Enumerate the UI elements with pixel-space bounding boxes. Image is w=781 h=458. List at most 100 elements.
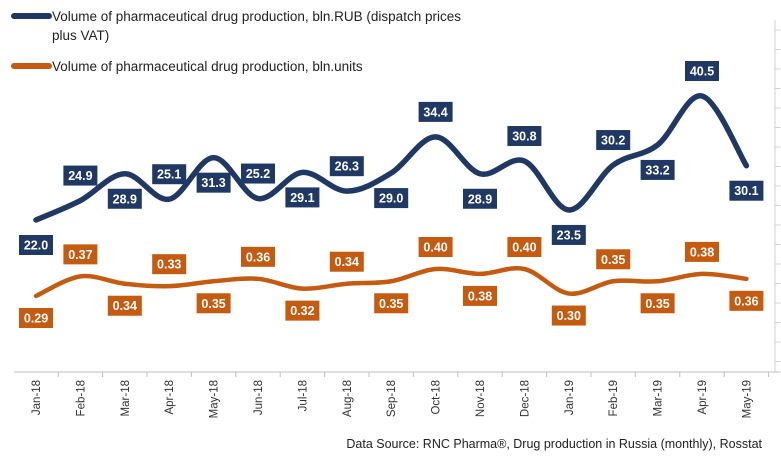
units-data-label: 0.36 (729, 290, 764, 311)
data-label-box (685, 241, 719, 262)
rub-data-label: 25.1 (152, 164, 187, 185)
rub-data-label: 23.5 (551, 224, 586, 245)
x-tick-label: Feb-18 (75, 380, 87, 416)
right-axis (774, 20, 780, 372)
data-label-text: 22.0 (24, 239, 48, 253)
source-note: Data Source: RNC Pharma®, Drug productio… (346, 437, 762, 451)
data-label-box (418, 101, 453, 122)
x-tick-label: Jul-18 (297, 380, 309, 411)
rub-data-label: 33.2 (640, 159, 675, 180)
legend-item-units: Volume of pharmaceutical drug production… (11, 59, 363, 74)
data-label-text: 34.4 (423, 105, 447, 119)
data-label-box (640, 293, 675, 314)
data-label-box (285, 187, 320, 208)
data-label-box (19, 235, 53, 255)
series-rub-line (33, 93, 750, 223)
data-label-box (507, 237, 542, 257)
data-label-box (152, 254, 187, 275)
data-label-box (640, 159, 675, 180)
x-tick-label: Jan-19 (564, 380, 576, 415)
data-label-text: 29.0 (379, 192, 403, 206)
x-tick-label: Jun-18 (253, 380, 265, 415)
data-label-text: 0.38 (468, 289, 492, 303)
rub-data-label: 30.1 (729, 180, 764, 201)
data-label-text: 0.32 (290, 304, 314, 318)
rub-data-label: 40.5 (685, 61, 719, 81)
data-label-text: 24.9 (68, 169, 92, 183)
data-label-text: 0.40 (423, 241, 447, 255)
x-tick-label: Feb-19 (608, 380, 620, 416)
data-label-box (418, 237, 453, 257)
units-data-label: 0.38 (463, 285, 497, 306)
rub-data-label: 25.2 (241, 163, 275, 184)
rub-data-label: 24.9 (63, 165, 98, 186)
data-label-text: 0.33 (157, 258, 181, 272)
units-data-label: 0.37 (63, 244, 98, 265)
units-data-label: 0.29 (19, 308, 53, 328)
x-tick-label: Apr-18 (164, 380, 176, 415)
data-label-box (507, 126, 542, 147)
x-tick-label: Jan-18 (31, 380, 43, 415)
rub-data-label: 22.0 (19, 235, 53, 255)
data-label-text: 0.36 (246, 250, 270, 264)
x-tick-label: Nov-18 (475, 380, 487, 417)
units-data-label: 0.40 (507, 237, 542, 257)
rub-data-label: 30.8 (507, 126, 542, 147)
units-data-label: 0.40 (418, 237, 453, 257)
data-label-text: 25.1 (157, 168, 181, 182)
data-label-box (152, 164, 187, 185)
data-label-box (729, 180, 764, 201)
x-tick-label: Dec-18 (519, 380, 531, 417)
legend-label: plus VAT) (52, 28, 109, 43)
units-data-label: 0.32 (285, 300, 320, 321)
units-data-label: 0.35 (196, 293, 231, 314)
legend-item-rub: Volume of pharmaceutical drug production… (11, 9, 461, 43)
rub-data-label: 34.4 (418, 101, 453, 122)
data-label-box (729, 290, 764, 311)
data-label-text: 0.35 (645, 297, 669, 311)
legend: Volume of pharmaceutical drug production… (11, 9, 461, 74)
data-label-text: 0.35 (379, 297, 403, 311)
x-tick-label: May-18 (209, 380, 221, 418)
rub-data-label: 29.0 (374, 188, 409, 209)
legend-label: Volume of pharmaceutical drug production… (52, 9, 461, 24)
data-label-box (596, 130, 631, 151)
series-units-line (33, 266, 749, 299)
data-label-text: 26.3 (335, 160, 359, 174)
data-label-box (285, 300, 320, 321)
data-label-box (596, 249, 631, 270)
data-label-text: 33.2 (645, 163, 669, 177)
data-label-text: 25.2 (246, 167, 270, 181)
legend-label: Volume of pharmaceutical drug production… (52, 59, 363, 74)
data-label-box (196, 172, 231, 193)
data-label-text: 0.40 (512, 241, 536, 255)
data-label-text: 28.9 (468, 192, 492, 206)
data-label-box (19, 308, 53, 328)
x-tick-label: Mar-18 (120, 380, 132, 416)
data-label-text: 0.37 (68, 248, 92, 262)
data-label-text: 0.35 (601, 253, 625, 267)
units-data-label: 0.38 (685, 241, 719, 262)
data-label-text: 40.5 (690, 65, 714, 79)
data-label-box (241, 246, 275, 267)
units-data-label: 0.35 (640, 293, 675, 314)
data-label-box (463, 285, 497, 306)
data-label-text: 30.8 (512, 130, 536, 144)
data-label-text: 0.35 (201, 297, 225, 311)
data-label-box (329, 156, 364, 177)
units-data-label: 0.35 (596, 249, 631, 270)
data-label-text: 29.1 (290, 191, 314, 205)
data-label-box (374, 293, 409, 314)
units-data-label: 0.30 (551, 305, 586, 326)
units-data-label: 0.33 (152, 254, 187, 275)
units-data-label: 0.36 (241, 246, 275, 267)
rub-data-label: 28.9 (463, 188, 497, 209)
x-axis: Jan-18 Feb-18 Mar-18 Apr-18 May-18 Jun-18 Jul-… (14, 371, 780, 418)
x-tick-label: Oct-18 (431, 380, 443, 415)
x-tick-label: Mar-19 (653, 380, 665, 416)
data-label-text: 31.3 (201, 176, 225, 190)
data-label-box (685, 61, 719, 81)
data-label-box (463, 188, 497, 209)
data-label-text: 0.34 (113, 299, 137, 313)
x-tick-label: Apr-19 (697, 380, 709, 415)
